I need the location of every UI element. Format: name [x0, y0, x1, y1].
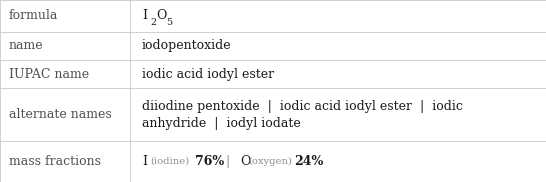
Text: (iodine): (iodine)	[150, 157, 189, 166]
Text: 2: 2	[150, 18, 156, 27]
Text: formula: formula	[9, 9, 58, 22]
Text: name: name	[9, 39, 43, 52]
Text: 76%: 76%	[195, 155, 224, 168]
Text: |: |	[225, 155, 229, 168]
Text: diiodine pentoxide  |  iodic acid iodyl ester  |  iodic
anhydride  |  iodyl ioda: diiodine pentoxide | iodic acid iodyl es…	[142, 100, 463, 130]
Text: (oxygen): (oxygen)	[248, 157, 293, 166]
Text: iodopentoxide: iodopentoxide	[142, 39, 232, 52]
Text: O: O	[156, 9, 167, 22]
Text: mass fractions: mass fractions	[9, 155, 100, 168]
Text: alternate names: alternate names	[9, 108, 111, 121]
Text: IUPAC name: IUPAC name	[9, 68, 89, 81]
Text: 24%: 24%	[294, 155, 323, 168]
Text: 5: 5	[166, 18, 172, 27]
Text: O: O	[240, 155, 251, 168]
Text: iodic acid iodyl ester: iodic acid iodyl ester	[142, 68, 274, 81]
Text: I: I	[142, 9, 147, 22]
Text: I: I	[142, 155, 147, 168]
